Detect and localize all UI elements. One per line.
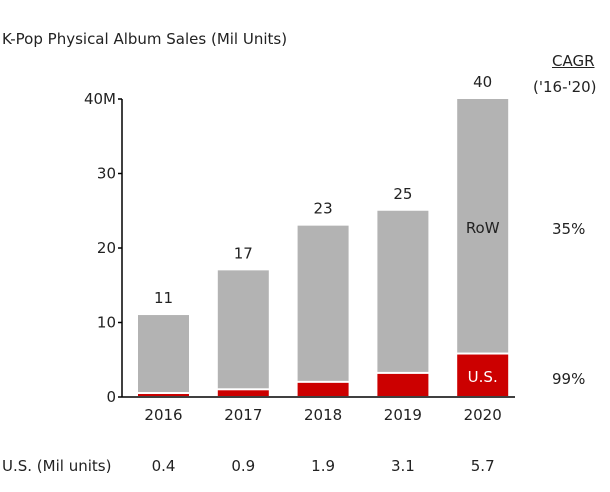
chart-title: K-Pop Physical Album Sales (Mil Units): [2, 30, 288, 48]
us-value-label: 0.4: [152, 457, 176, 475]
x-tick-label: 2017: [224, 406, 262, 424]
total-label: 11: [154, 289, 173, 307]
segment-label-row: RoW: [466, 219, 500, 237]
total-label: 17: [234, 244, 253, 262]
us-value-label: 1.9: [311, 457, 335, 475]
bar-us-2020: [457, 354, 509, 396]
cagr-row: 35%: [552, 220, 586, 238]
y-tick-label: 30: [97, 165, 116, 183]
y-tick-label: 40M: [84, 90, 116, 108]
us-row-label: U.S. (Mil units): [2, 457, 112, 475]
x-tick-label: 2020: [464, 406, 502, 424]
cagr-us: 99%: [552, 370, 586, 388]
y-tick-label: 0: [106, 388, 116, 406]
us-value-label: 5.7: [471, 457, 495, 475]
x-tick-label: 2016: [144, 406, 182, 424]
bar-row-2017: [217, 270, 269, 389]
total-label: 40: [473, 73, 492, 91]
bar-row-2019: [377, 210, 429, 372]
bar-row-2018: [297, 225, 349, 381]
segment-label-us: U.S.: [468, 368, 498, 386]
bar-row-2020: [457, 99, 509, 353]
total-label: 23: [314, 200, 333, 218]
x-tick-label: 2018: [304, 406, 342, 424]
us-value-label: 0.9: [231, 457, 255, 475]
bar-row-2016: [138, 315, 189, 393]
bar-us-2019: [377, 373, 429, 396]
us-value-label: 3.1: [391, 457, 415, 475]
x-tick-label: 2019: [384, 406, 422, 424]
total-label: 25: [393, 185, 412, 203]
cagr-header: CAGR: [552, 52, 595, 70]
y-tick-label: 20: [97, 239, 116, 257]
bar-us-2018: [297, 382, 349, 396]
cagr-period: ('16-'20): [533, 78, 597, 96]
bar-us-2017: [217, 390, 269, 396]
bar-us-2016: [138, 394, 189, 396]
y-tick-label: 10: [97, 314, 116, 332]
